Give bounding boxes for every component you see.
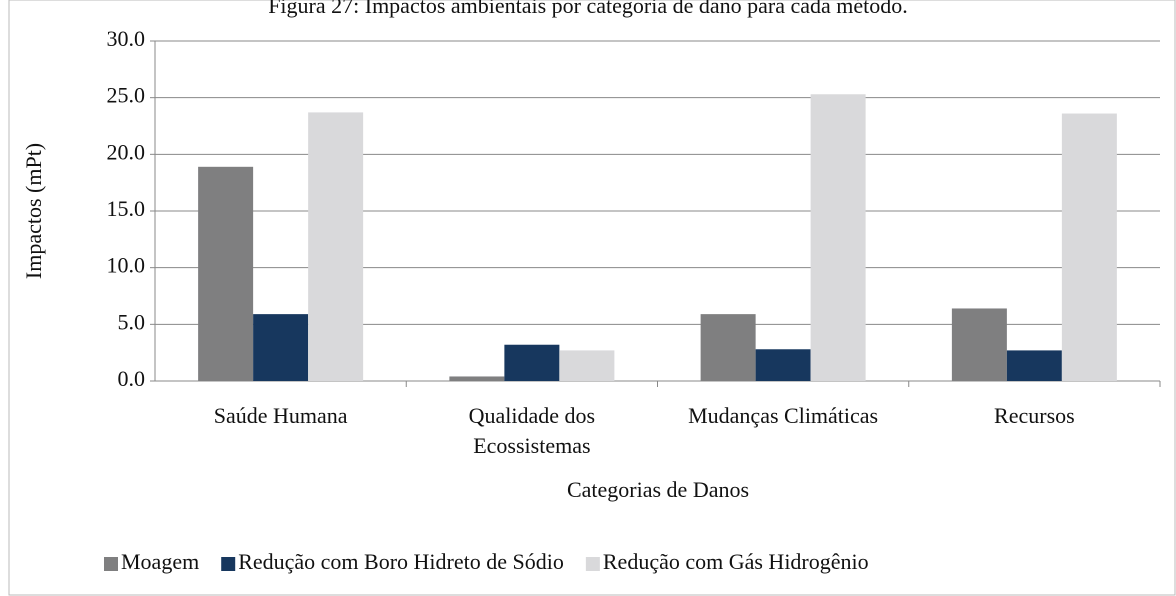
bar	[308, 112, 364, 382]
bar	[755, 349, 811, 381]
legend-swatch	[104, 557, 118, 571]
x-tick-label: Mudanças Climáticas	[688, 403, 878, 428]
y-tick-label: 10.0	[107, 253, 146, 278]
bar	[1006, 350, 1062, 381]
chart-title: Figura 27: Impactos ambientais por categ…	[268, 0, 908, 18]
bar	[1061, 113, 1117, 382]
x-axis-label: Categorias de Danos	[567, 477, 749, 502]
x-tick-label: Recursos	[994, 403, 1075, 428]
y-tick-label: 25.0	[107, 83, 146, 108]
legend-swatch	[221, 557, 236, 571]
legend-swatch	[585, 557, 600, 571]
legend-label: Redução com Gás Hidrogênio	[603, 549, 869, 574]
bar	[504, 344, 560, 381]
y-tick-label: 0.0	[118, 366, 146, 391]
x-tick-label: Qualidade dos Ecossistemas	[469, 403, 595, 458]
y-tick-label: 20.0	[107, 139, 146, 164]
y-tick-label: 15.0	[107, 196, 146, 221]
bar	[449, 376, 505, 381]
y-tick-label: 30.0	[107, 26, 146, 51]
legend-label: Redução com Boro Hidreto de Sódio	[238, 549, 564, 574]
y-tick-label: 5.0	[118, 309, 146, 334]
bar	[253, 314, 309, 381]
bar	[810, 94, 866, 382]
bar	[559, 350, 615, 381]
chart-frame	[8, 0, 1176, 596]
y-axis-label: Impactos (mPt)	[21, 143, 46, 279]
bar	[198, 166, 254, 381]
x-tick-label: Saúde Humana	[214, 403, 348, 428]
legend-label: Moagem	[121, 549, 199, 574]
bar	[700, 314, 756, 381]
bar	[951, 308, 1007, 381]
